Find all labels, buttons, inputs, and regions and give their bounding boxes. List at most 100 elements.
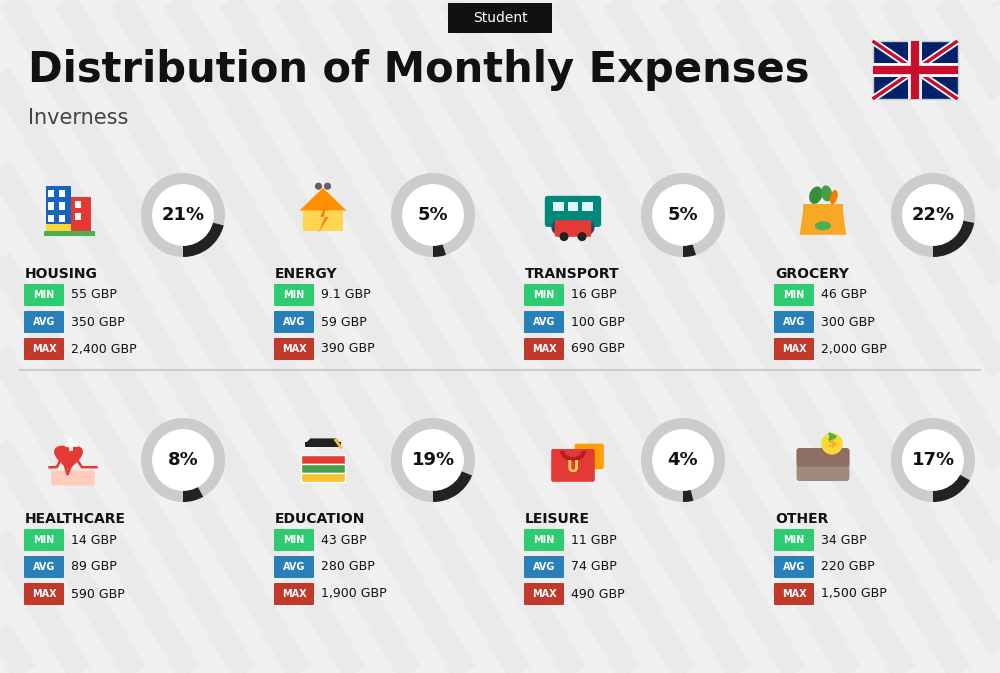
Text: 34 GBP: 34 GBP (821, 534, 867, 546)
Text: MIN: MIN (533, 535, 555, 545)
Text: 690 GBP: 690 GBP (571, 343, 625, 355)
FancyBboxPatch shape (797, 448, 849, 481)
Circle shape (903, 185, 963, 245)
Circle shape (821, 433, 843, 454)
Bar (59, 215, 65, 222)
Bar (582, 203, 593, 211)
Wedge shape (391, 173, 475, 257)
Polygon shape (54, 446, 83, 470)
Text: 11 GBP: 11 GBP (571, 534, 617, 546)
Text: ENERGY: ENERGY (275, 267, 338, 281)
Bar (305, 442, 341, 446)
Text: 16 GBP: 16 GBP (571, 289, 617, 302)
FancyBboxPatch shape (774, 529, 814, 551)
Text: 1,900 GBP: 1,900 GBP (321, 588, 387, 600)
Bar (568, 203, 578, 211)
Text: 390 GBP: 390 GBP (321, 343, 375, 355)
FancyBboxPatch shape (774, 311, 814, 333)
Text: 2,400 GBP: 2,400 GBP (71, 343, 137, 355)
Wedge shape (683, 489, 693, 502)
Ellipse shape (815, 221, 831, 230)
Text: Distribution of Monthly Expenses: Distribution of Monthly Expenses (28, 49, 810, 91)
Wedge shape (933, 221, 974, 257)
FancyBboxPatch shape (71, 197, 91, 232)
FancyBboxPatch shape (524, 529, 564, 551)
Circle shape (153, 185, 213, 245)
Text: AVG: AVG (33, 317, 55, 327)
Text: AVG: AVG (783, 317, 805, 327)
Ellipse shape (809, 186, 822, 204)
Text: LEISURE: LEISURE (525, 512, 590, 526)
Bar (59, 203, 65, 209)
FancyBboxPatch shape (545, 196, 601, 227)
Circle shape (551, 220, 566, 235)
Circle shape (580, 220, 595, 235)
Text: MIN: MIN (533, 290, 555, 300)
Text: 5%: 5% (668, 206, 698, 224)
Text: AVG: AVG (533, 317, 555, 327)
Polygon shape (300, 188, 346, 211)
Text: 9.1 GBP: 9.1 GBP (321, 289, 371, 302)
Text: 590 GBP: 590 GBP (71, 588, 125, 600)
FancyBboxPatch shape (24, 284, 64, 306)
Bar (46, 224, 71, 232)
Text: AVG: AVG (33, 562, 55, 572)
Bar (553, 203, 564, 211)
Text: HEALTHCARE: HEALTHCARE (25, 512, 126, 526)
FancyBboxPatch shape (524, 338, 564, 360)
Wedge shape (641, 173, 725, 257)
Text: 21%: 21% (161, 206, 205, 224)
Text: MAX: MAX (32, 344, 56, 354)
Text: 74 GBP: 74 GBP (571, 561, 617, 573)
Circle shape (403, 430, 463, 490)
FancyBboxPatch shape (274, 556, 314, 578)
Wedge shape (183, 223, 224, 257)
Bar (75, 213, 81, 220)
Wedge shape (183, 487, 203, 502)
FancyBboxPatch shape (774, 284, 814, 306)
Text: MIN: MIN (33, 535, 55, 545)
Circle shape (578, 232, 586, 241)
Text: MIN: MIN (783, 290, 805, 300)
Wedge shape (433, 471, 472, 502)
Bar (44, 232, 95, 236)
Text: MIN: MIN (283, 535, 305, 545)
FancyBboxPatch shape (448, 3, 552, 33)
Text: AVG: AVG (283, 317, 305, 327)
Text: MAX: MAX (782, 589, 806, 599)
Text: MIN: MIN (783, 535, 805, 545)
Text: 1,500 GBP: 1,500 GBP (821, 588, 887, 600)
Text: 14 GBP: 14 GBP (71, 534, 117, 546)
Bar (48, 203, 54, 209)
Text: 220 GBP: 220 GBP (821, 561, 875, 573)
Text: MAX: MAX (282, 589, 306, 599)
Text: 300 GBP: 300 GBP (821, 316, 875, 328)
FancyBboxPatch shape (797, 448, 849, 466)
FancyBboxPatch shape (24, 338, 64, 360)
Wedge shape (641, 418, 725, 502)
FancyBboxPatch shape (524, 284, 564, 306)
Circle shape (560, 232, 568, 241)
Bar (75, 201, 81, 208)
FancyBboxPatch shape (24, 556, 64, 578)
Text: 19%: 19% (411, 451, 455, 469)
FancyBboxPatch shape (24, 311, 64, 333)
Wedge shape (683, 244, 696, 257)
Text: AVG: AVG (283, 562, 305, 572)
Text: MAX: MAX (782, 344, 806, 354)
Text: 89 GBP: 89 GBP (71, 561, 117, 573)
Text: 350 GBP: 350 GBP (71, 316, 125, 328)
Bar (48, 215, 54, 222)
Circle shape (315, 182, 322, 190)
Bar (872, 41, 958, 99)
Text: HOUSING: HOUSING (25, 267, 98, 281)
FancyBboxPatch shape (274, 583, 314, 605)
Text: $: $ (828, 437, 836, 450)
Text: EDUCATION: EDUCATION (275, 512, 365, 526)
Wedge shape (891, 418, 975, 502)
Polygon shape (303, 197, 343, 232)
FancyBboxPatch shape (774, 556, 814, 578)
FancyBboxPatch shape (51, 470, 95, 485)
Wedge shape (933, 474, 970, 502)
Text: TRANSPORT: TRANSPORT (525, 267, 620, 281)
